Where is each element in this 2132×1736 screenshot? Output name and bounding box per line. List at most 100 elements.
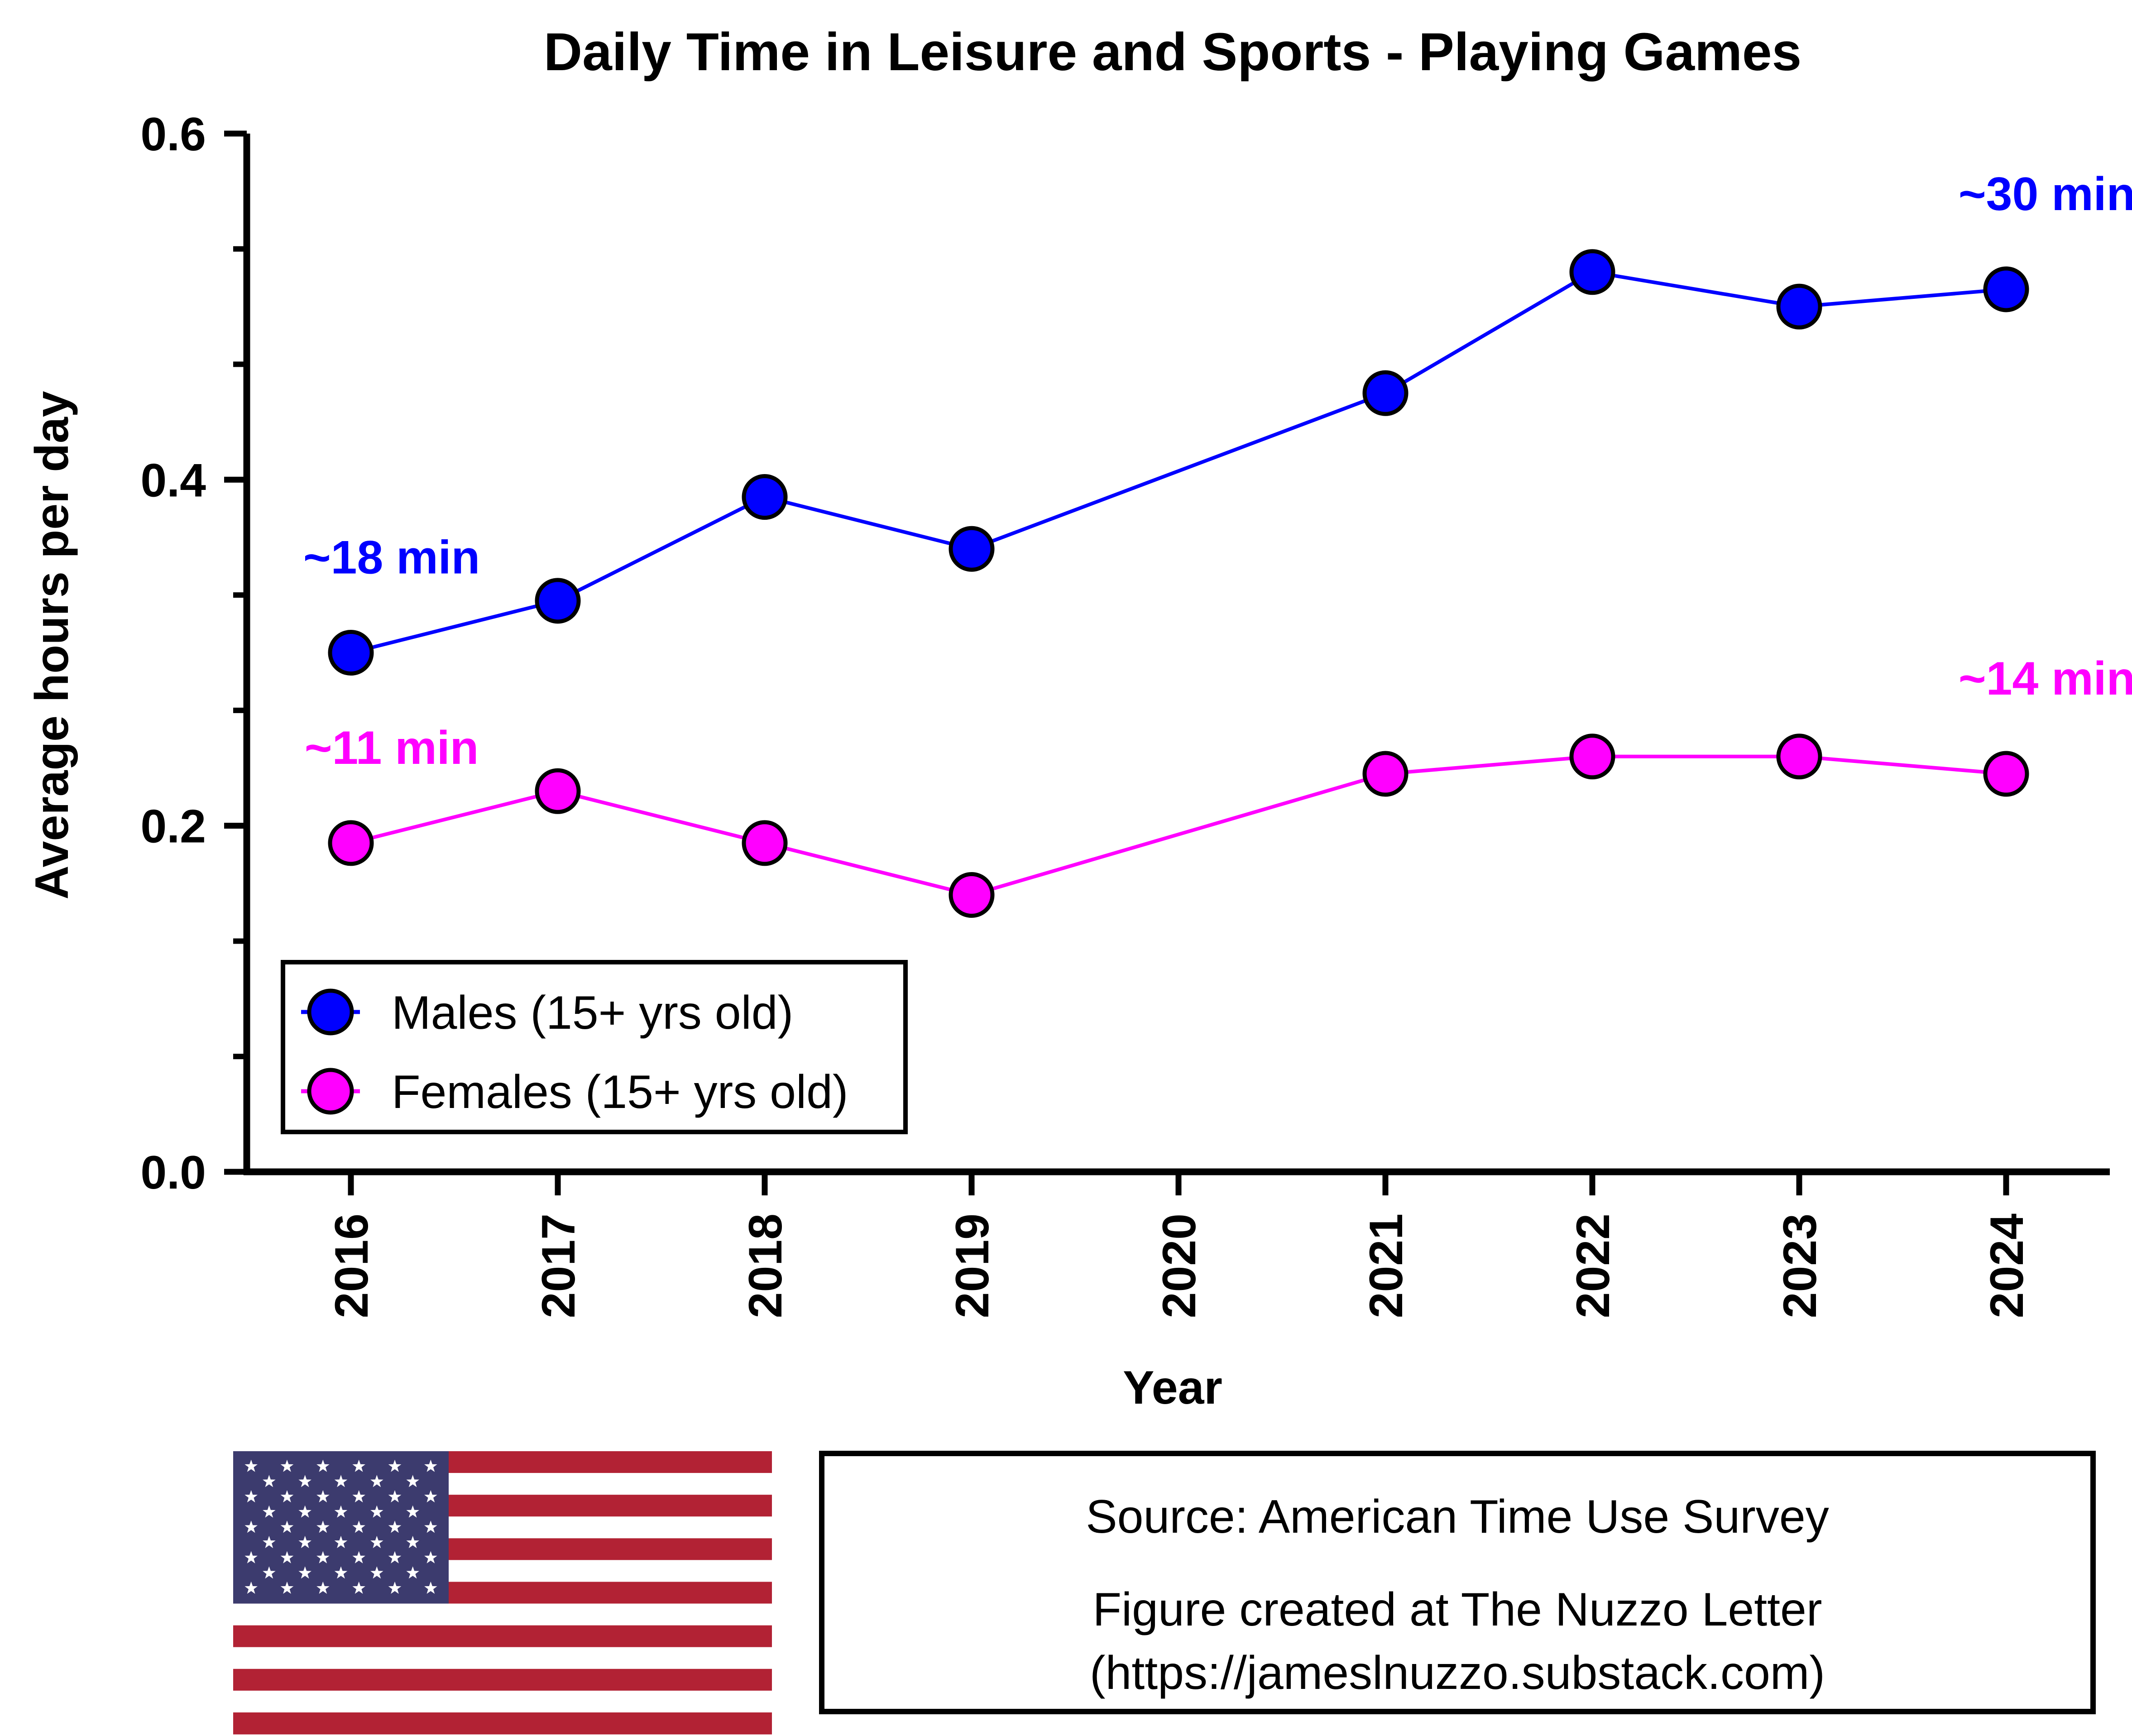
flag-star	[370, 1505, 383, 1518]
flag-star	[406, 1475, 419, 1487]
flag-star	[406, 1566, 419, 1579]
flag-star	[280, 1581, 294, 1594]
y-tick-label: 0.2	[140, 801, 206, 853]
flag-star	[298, 1535, 311, 1549]
flag-star	[388, 1581, 402, 1594]
flag-stripe	[233, 1625, 772, 1648]
flag-star	[370, 1566, 383, 1579]
flag-star	[280, 1490, 294, 1503]
flag-star	[298, 1566, 311, 1579]
flag-star	[280, 1459, 294, 1472]
flag-star	[244, 1459, 258, 1472]
annotation-label: ~18 min	[303, 532, 480, 584]
flag-stripe	[233, 1647, 772, 1669]
y-tick-label: 0.0	[140, 1146, 206, 1199]
x-tick-label: 2020	[1153, 1213, 1206, 1318]
annotation-label: ~30 min	[1959, 168, 2132, 221]
x-tick-label: 2017	[532, 1213, 585, 1318]
flag-star	[334, 1535, 348, 1549]
y-tick-label: 0.4	[140, 454, 206, 507]
flag-star	[406, 1535, 419, 1549]
axis-ticks: 0.0 0.2 0.4 0.6 2016 2017 2018 2019 2020 2021 2022…	[140, 108, 2033, 1318]
annotation-label: ~11 min	[305, 722, 479, 774]
flag-star	[316, 1490, 330, 1503]
credit-line: Figure created at The Nuzzo Letter	[1093, 1583, 1822, 1636]
data-point	[328, 630, 374, 676]
source-box-frame	[819, 1451, 2096, 1714]
flag-star	[424, 1551, 437, 1563]
x-tick-label: 2023	[1774, 1213, 1826, 1318]
data-point	[1569, 249, 1615, 295]
flag-star	[352, 1490, 365, 1503]
flag-stripe	[233, 1669, 772, 1691]
flag-star	[388, 1520, 402, 1533]
data-point	[535, 768, 581, 814]
flag-star	[424, 1520, 437, 1533]
x-axis-label: Year	[1123, 1362, 1222, 1414]
data-point	[949, 872, 995, 918]
x-tick-label: 2024	[1981, 1213, 2033, 1319]
data-point	[1569, 734, 1615, 780]
flag-star	[352, 1551, 365, 1563]
source-box: Source: American Time Use Survey Figure …	[819, 1451, 2096, 1714]
data-point	[1776, 734, 1822, 780]
data-point	[1983, 266, 2029, 312]
legend-marker-males	[307, 988, 354, 1036]
flag-star	[316, 1520, 330, 1533]
data-point	[328, 820, 374, 866]
flag-star	[316, 1459, 330, 1472]
series-line-1	[350, 754, 2007, 897]
flag-star	[280, 1551, 294, 1563]
flag-star	[406, 1505, 419, 1518]
data-point	[1776, 283, 1822, 330]
flag-star	[388, 1490, 402, 1503]
flag-star	[280, 1520, 294, 1533]
legend-label-females: Females (15+ yrs old)	[392, 1066, 848, 1118]
flag-star	[424, 1581, 437, 1594]
x-tick-label: 2021	[1360, 1213, 1413, 1318]
flag-star	[263, 1475, 276, 1487]
flag-stripe	[233, 1712, 772, 1735]
flag-canton	[233, 1451, 449, 1604]
flag-star	[316, 1581, 330, 1594]
data-point	[535, 578, 581, 624]
legend-box	[281, 960, 908, 1134]
y-axis-label: Average hours per day	[26, 391, 78, 899]
legend-label-males: Males (15+ yrs old)	[392, 987, 793, 1039]
x-tick-label: 2022	[1567, 1213, 1619, 1318]
credit-url: (https://jameslnuzzo.substack.com)	[1090, 1647, 1825, 1699]
flag-stripe	[233, 1690, 772, 1713]
flag-star	[244, 1490, 258, 1503]
series-line-0	[350, 270, 2007, 655]
flag-star	[424, 1459, 437, 1472]
data-point	[742, 474, 788, 520]
annotations: ~18 min ~30 min ~11 min ~14 min	[303, 168, 2132, 774]
data-point	[1362, 751, 1409, 797]
flag-star	[352, 1459, 365, 1472]
flag-star	[334, 1566, 348, 1579]
flag-star	[263, 1505, 276, 1518]
series-lines	[350, 270, 2007, 897]
flag-star	[424, 1490, 437, 1503]
flag-star	[263, 1566, 276, 1579]
source-line: Source: American Time Use Survey	[1086, 1491, 1829, 1543]
legend: Males (15+ yrs old) Females (15+ yrs old…	[281, 960, 908, 1134]
flag-star	[244, 1581, 258, 1594]
annotation-label: ~14 min	[1959, 652, 2132, 705]
flag-star	[352, 1520, 365, 1533]
data-point	[1362, 370, 1409, 416]
flag-star	[370, 1535, 383, 1549]
data-point	[949, 526, 995, 572]
flag-star	[316, 1551, 330, 1563]
flag-star	[334, 1505, 348, 1518]
x-tick-label: 2019	[946, 1213, 999, 1318]
flag-star	[334, 1475, 348, 1487]
data-point	[1983, 751, 2029, 797]
flag-star	[244, 1551, 258, 1563]
flag-star	[388, 1459, 402, 1472]
flag-star	[388, 1551, 402, 1563]
flag-star	[298, 1475, 311, 1487]
flag-star	[263, 1535, 276, 1549]
data-point	[742, 820, 788, 866]
